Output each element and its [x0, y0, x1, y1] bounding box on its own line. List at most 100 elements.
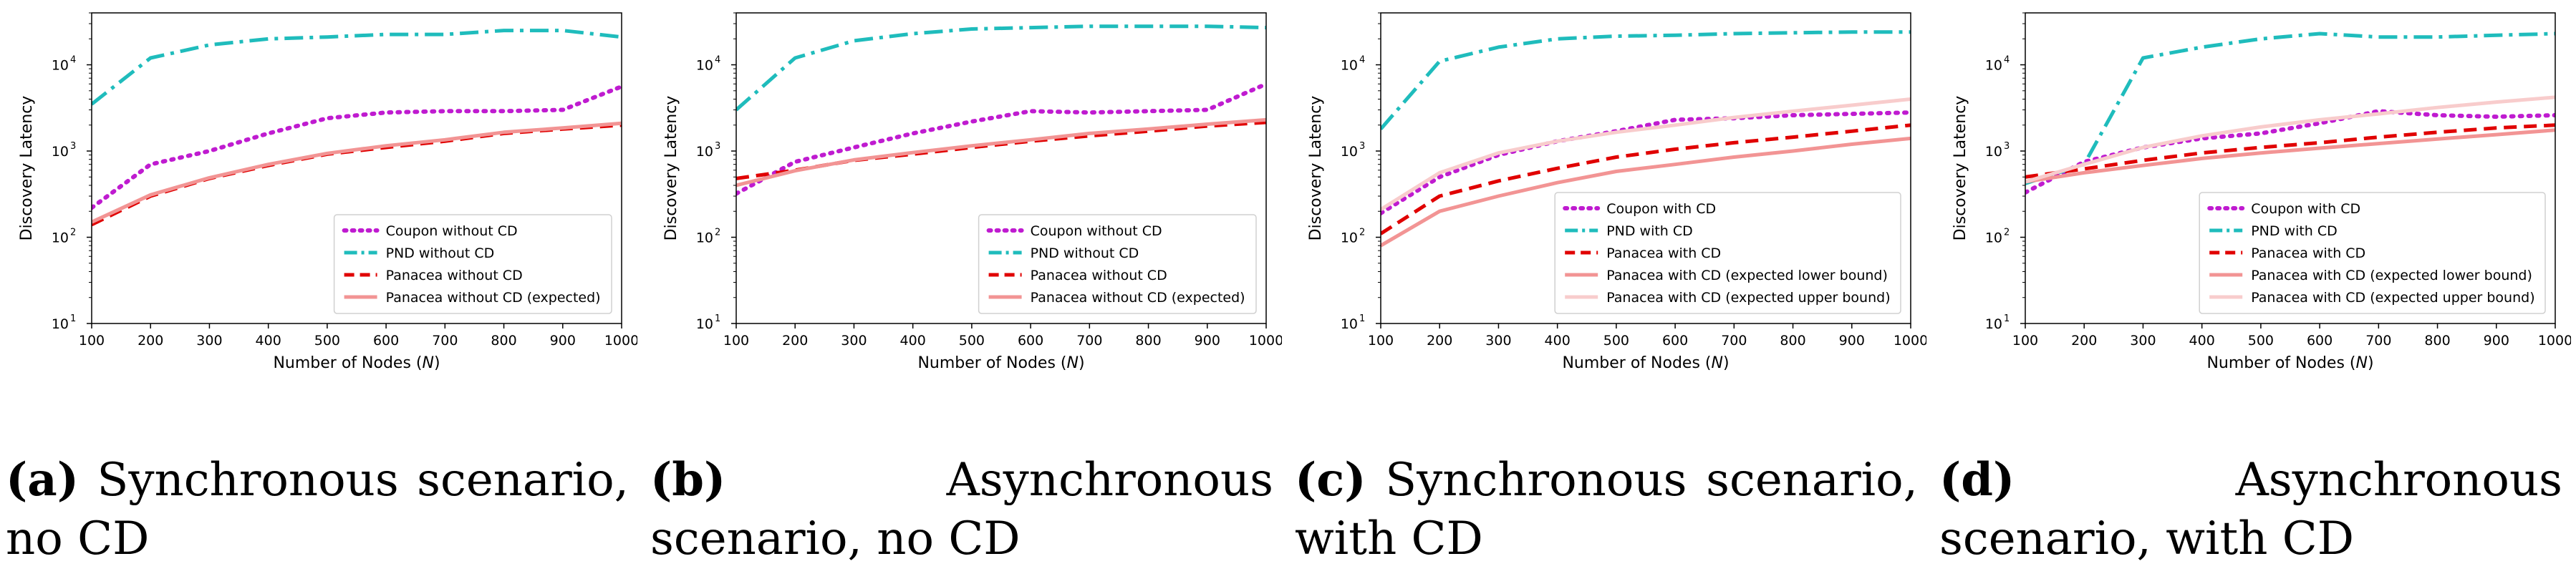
series-line-2: [92, 29, 622, 106]
x-tick-label: 100: [2012, 333, 2038, 349]
series-line-5: [1381, 97, 1911, 211]
legend-label: PND without CD: [1031, 245, 1139, 261]
series-line-4: [1381, 136, 1911, 248]
legend-label: Panacea without CD (expected): [1031, 290, 1245, 306]
y-tick-label: 10: [1985, 58, 2002, 74]
y-tick-label: 10: [52, 230, 69, 246]
x-tick-label: 600: [1018, 333, 1043, 349]
x-axis-label: Number of Nodes (N): [1562, 354, 1729, 372]
y-tick-exponent: 2: [1359, 228, 1365, 238]
x-tick-label: 800: [2424, 333, 2450, 349]
legend-label: Panacea with CD (expected lower bound): [2251, 268, 2532, 283]
panel-c: 100 200 300 400 500 600 700 800 900 1000 10 1 10 2 10 3…: [1289, 0, 1926, 584]
x-tick-label: 800: [1135, 333, 1161, 349]
panel-d: 100 200 300 400 500 600 700 800 900 1000 10 1 10 2 10 3…: [1934, 0, 2571, 584]
caption-label: (d): [1939, 453, 2015, 507]
legend-label: PND without CD: [386, 245, 495, 261]
x-tick-label: 500: [2248, 333, 2274, 349]
legend-label: Coupon without CD: [1031, 223, 1162, 239]
caption-d: (d) Asynchronous scenario, with CD: [1939, 451, 2562, 568]
series-line-2: [2025, 31, 2555, 185]
y-tick-exponent: 1: [70, 313, 76, 324]
caption-a: (a) Synchronous scenario, no CD: [6, 451, 629, 568]
legend-label: Panacea with CD (expected upper bound): [1606, 290, 1890, 306]
y-axis-label: Discovery Latency: [662, 96, 680, 241]
legend-label: Panacea with CD (expected upper bound): [2251, 290, 2534, 306]
panel-a: 100 200 300 400 500 600 700 800 900 1000 10 1 10 2 10 3…: [0, 0, 637, 584]
x-tick-label: 200: [2071, 333, 2097, 349]
x-tick-label: 600: [2307, 333, 2333, 349]
y-tick-label: 10: [696, 230, 713, 246]
x-tick-label: 700: [432, 333, 458, 349]
legend-label: PND with CD: [1606, 223, 1693, 239]
y-tick-exponent: 1: [715, 313, 720, 324]
legend-label: Coupon without CD: [386, 223, 518, 239]
y-tick-label: 10: [52, 58, 69, 74]
legend-box: [2199, 192, 2546, 314]
x-tick-label: 200: [138, 333, 163, 349]
series-group: [1381, 30, 1911, 248]
legend-label: Panacea without CD (expected): [386, 290, 601, 306]
y-tick-exponent: 3: [2004, 141, 2010, 152]
x-tick-label: 1000: [2538, 333, 2571, 349]
x-tick-label: 900: [550, 333, 576, 349]
x-tick-label: 800: [491, 333, 516, 349]
legend: Coupon with CD PND with CD Panacea with CD…: [2199, 192, 2546, 314]
panel-b: 100 200 300 400 500 600 700 800 900 1000 10 1 10 2 10 3…: [645, 0, 1282, 584]
y-tick-label: 10: [696, 316, 713, 332]
y-tick-exponent: 2: [70, 228, 76, 238]
legend-label: Coupon with CD: [1606, 201, 1716, 217]
legend-label: Panacea with CD (expected lower bound): [1606, 268, 1888, 283]
y-tick-label: 10: [1341, 144, 1358, 160]
caption-label: (a): [6, 453, 79, 507]
caption-text: Synchronous scenario, no CD: [6, 454, 629, 565]
y-tick-exponent: 3: [715, 141, 720, 152]
legend-label: Coupon with CD: [2251, 201, 2360, 217]
x-tick-label: 400: [1545, 333, 1571, 349]
x-tick-label: 500: [1603, 333, 1629, 349]
x-tick-label: 700: [1076, 333, 1102, 349]
y-axis-label: Discovery Latency: [18, 96, 36, 241]
x-tick-label: 300: [841, 333, 867, 349]
plot-frame: [1380, 12, 1911, 324]
y-axis-label: Discovery Latency: [1307, 96, 1325, 241]
series-line-1: [1381, 110, 1911, 215]
caption-label: (c): [1295, 453, 1366, 507]
plot-frame: [91, 12, 622, 324]
series-line-1: [736, 82, 1266, 196]
legend: Coupon with CD PND with CD Panacea with CD…: [1554, 192, 1901, 314]
series-group: [92, 29, 622, 227]
series-line-3: [2025, 123, 2555, 179]
caption-text: Synchronous scenario, with CD: [1295, 454, 1918, 565]
x-tick-label: 500: [314, 333, 340, 349]
x-tick-label: 600: [373, 333, 399, 349]
x-tick-label: 900: [1195, 333, 1220, 349]
x-tick-label: 100: [1368, 333, 1394, 349]
x-tick-label: 600: [1662, 333, 1688, 349]
x-tick-label: 200: [782, 333, 808, 349]
y-tick-exponent: 1: [1359, 313, 1365, 324]
y-tick-exponent: 4: [2004, 55, 2010, 66]
x-tick-label: 100: [79, 333, 105, 349]
y-tick-label: 10: [1341, 316, 1358, 332]
caption-b: (b) Asynchronous scenario, no CD: [650, 451, 1273, 568]
plot-frame: [735, 12, 1267, 324]
series-group: [2025, 31, 2555, 195]
x-axis-label: Number of Nodes (N): [917, 354, 1084, 372]
legend-label: Panacea without CD: [386, 268, 523, 283]
y-tick-exponent: 2: [715, 228, 720, 238]
legend-box: [333, 214, 612, 314]
x-axis-label: Number of Nodes (N): [2206, 354, 2373, 372]
y-tick-label: 10: [1341, 58, 1358, 74]
caption-label: (b): [650, 453, 726, 507]
legend-label: Panacea without CD: [1031, 268, 1167, 283]
legend-box: [978, 214, 1257, 314]
x-tick-label: 1000: [1249, 333, 1282, 349]
series-line-3: [736, 120, 1266, 180]
x-tick-label: 300: [196, 333, 222, 349]
x-tick-label: 900: [1839, 333, 1865, 349]
x-tick-label: 300: [1485, 333, 1511, 349]
caption-text: Asynchronous scenario, no CD: [650, 454, 1273, 565]
